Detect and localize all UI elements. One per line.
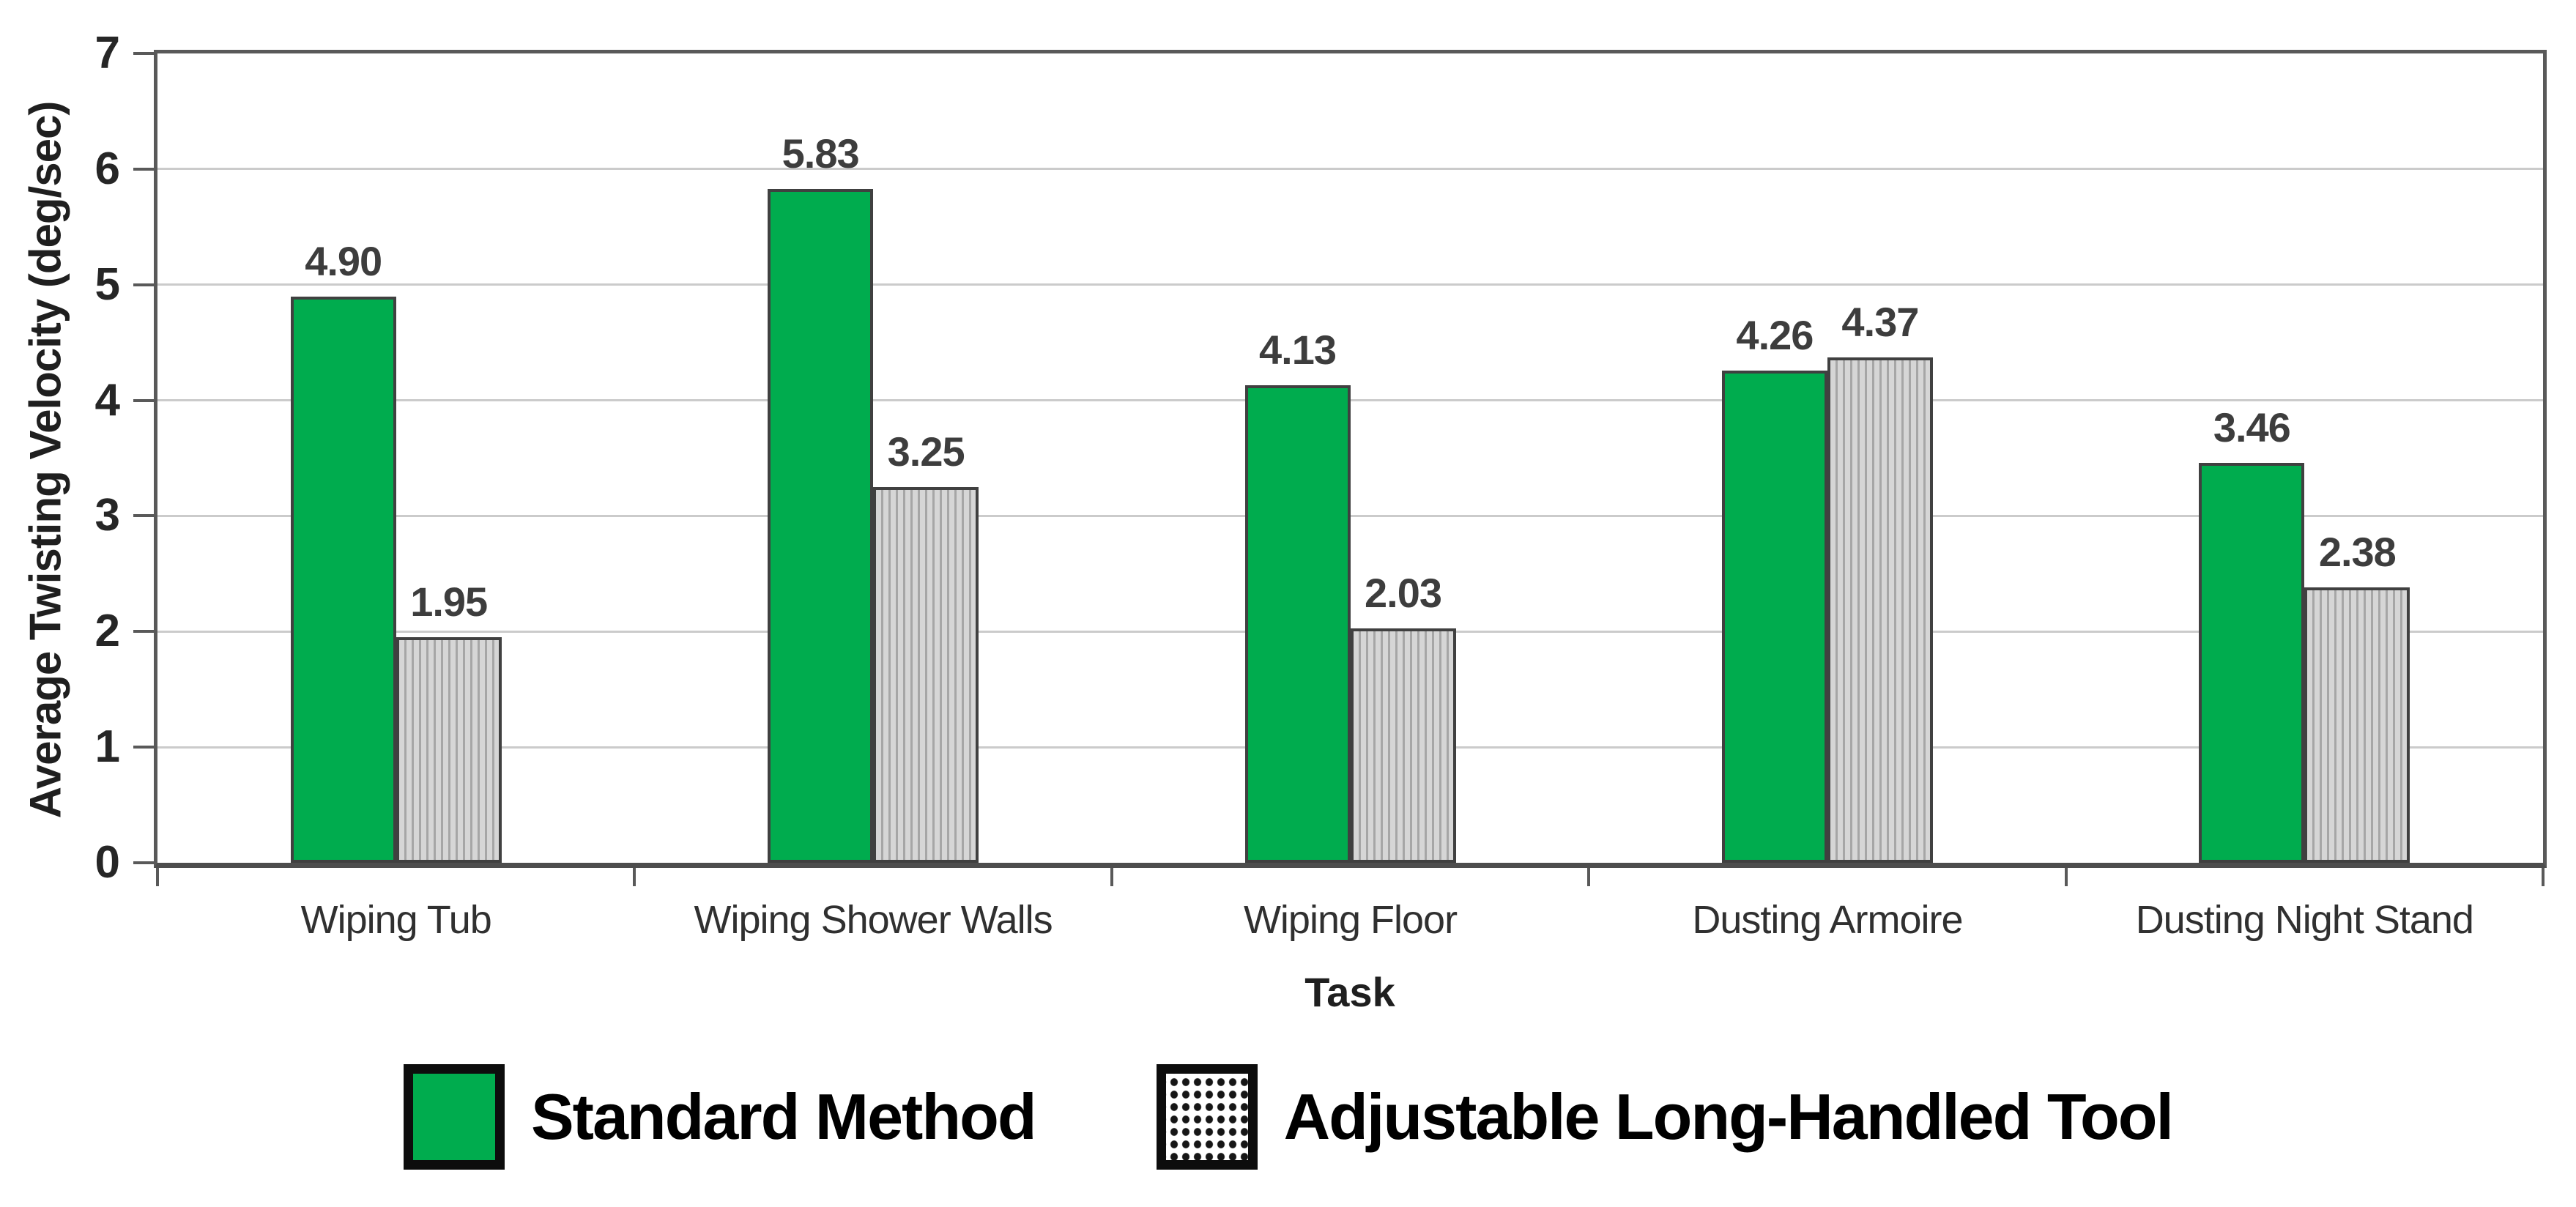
bar-value-label: 4.90 (305, 237, 382, 284)
bar-value-label: 4.13 (1259, 327, 1337, 374)
plot-area: 4.90 1.95 5.83 3.25 4.13 2.03 4.26 4.37 3.46 2.38 (154, 50, 2547, 868)
bar-group-4: 4.26 4.37 (1589, 53, 2065, 863)
bar-pair: 3.46 2.38 (2199, 53, 2410, 863)
legend-item-standard-method: Standard Method (403, 1064, 1037, 1170)
y-tick-mark-7 (133, 52, 155, 55)
bar-group-5: 3.46 2.38 (2066, 53, 2543, 863)
bar-value-label: 5.83 (782, 130, 860, 177)
bar-value-label: 1.95 (410, 579, 488, 625)
bar-adjustable-tool (1827, 357, 1933, 863)
category-label-2: Wiping Shower Walls (694, 898, 1053, 942)
bar-value-label: 3.25 (887, 428, 965, 475)
bar-pair: 5.83 3.25 (768, 53, 979, 863)
x-tick-mark-4 (2064, 868, 2068, 886)
x-axis-category-labels: Wiping Tub Wiping Shower Walls Wiping Floo… (157, 897, 2543, 943)
bar-pair: 4.13 2.03 (1244, 53, 1456, 863)
bar-value-label: 3.46 (2213, 404, 2291, 450)
bar-value-label: 2.38 (2318, 529, 2397, 576)
y-tick-mark-3 (133, 514, 155, 518)
category-label-5: Dusting Night Stand (2135, 898, 2474, 942)
x-tick-mark-2 (1110, 868, 1113, 886)
bar-group-3: 4.13 2.03 (1112, 53, 1589, 863)
gridline-6 (157, 168, 2543, 171)
y-tick-label-1: 1 (94, 721, 120, 773)
x-tick-mark-1 (633, 868, 636, 886)
y-tick-label-0: 0 (94, 837, 120, 888)
x-axis-title: Task (1304, 969, 1395, 1015)
y-tick-label-5: 5 (94, 259, 120, 310)
y-tick-label-2: 2 (94, 606, 120, 657)
y-tick-mark-1 (133, 746, 155, 749)
legend-label-adjustable-tool: Adjustable Long-Handled Tool (1283, 1080, 2174, 1153)
x-tick-mark-5 (2542, 868, 2545, 886)
y-tick-mark-2 (133, 630, 155, 634)
category-label-4: Dusting Armoire (1692, 898, 1963, 942)
bar-standard-method (768, 188, 874, 863)
x-tick-mark-0 (156, 868, 159, 886)
bar-standard-method (1244, 385, 1351, 863)
category-label-1: Wiping Tub (300, 898, 492, 942)
bar-value-label: 4.26 (1736, 311, 1814, 358)
gridline-5 (157, 283, 2543, 286)
y-tick-label-7: 7 (94, 28, 120, 78)
bar-standard-method (2199, 462, 2305, 863)
bar-pair: 4.26 4.37 (1721, 53, 1933, 863)
legend-swatch-standard-method (403, 1064, 505, 1170)
bar-adjustable-tool (2304, 587, 2410, 863)
bar-adjustable-tool (1350, 628, 1456, 863)
bar-adjustable-tool (873, 486, 979, 863)
category-label-3: Wiping Floor (1243, 898, 1458, 942)
bar-adjustable-tool (396, 637, 502, 863)
y-axis-title: Average Twisting Velocity (deg/sec) (21, 101, 70, 819)
x-tick-mark-3 (1587, 868, 1591, 886)
legend-label-standard-method: Standard Method (530, 1080, 1037, 1153)
y-tick-label-4: 4 (94, 374, 120, 426)
y-tick-label-3: 3 (94, 490, 120, 541)
legend-item-adjustable-tool: Adjustable Long-Handled Tool (1156, 1064, 2174, 1170)
y-tick-mark-6 (133, 167, 155, 171)
bar-value-label: 4.37 (1841, 299, 1919, 346)
y-tick-label-6: 6 (94, 143, 120, 194)
y-tick-mark-5 (133, 283, 155, 286)
bar-group-2: 5.83 3.25 (634, 53, 1111, 863)
bar-standard-method (290, 296, 396, 863)
bar-standard-method (1721, 370, 1827, 863)
y-tick-mark-0 (133, 861, 155, 864)
legend-swatch-adjustable-tool (1156, 1064, 1258, 1170)
legend: Standard Method Adjustable Long-Handled … (0, 1058, 2576, 1176)
bar-pair: 4.90 1.95 (290, 53, 502, 863)
bar-group-1: 4.90 1.95 (157, 53, 634, 863)
y-tick-mark-4 (133, 398, 155, 402)
bar-groups: 4.90 1.95 5.83 3.25 4.13 2.03 4.26 4.37 3.46 2.38 (157, 53, 2543, 863)
bar-value-label: 2.03 (1365, 569, 1442, 616)
